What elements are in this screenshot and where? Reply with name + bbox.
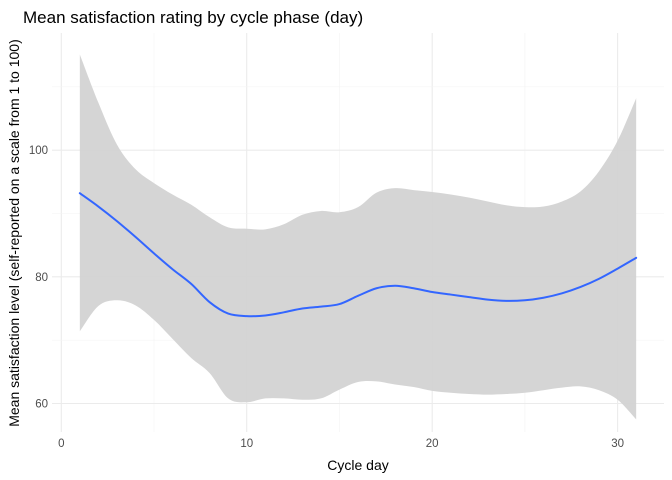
smooth-trend-line [78,192,638,318]
x-tick-label: 10 [240,438,253,450]
x-tick-label: 20 [426,438,439,450]
confidence-band-area [79,54,637,420]
y-tick-label: 80 [35,272,48,284]
y-axis-label: Mean satisfaction level (self-reported o… [6,39,22,427]
confidence-band [79,54,637,420]
x-tick-label: 30 [611,438,624,450]
y-tick-label: 100 [29,145,48,157]
chart-title: Mean satisfaction rating by cycle phase … [23,8,363,27]
y-tick-label: 60 [35,399,48,411]
series-lines [78,192,638,318]
x-axis-ticks: 0 10 20 30 [58,438,624,450]
x-tick-label: 0 [58,438,64,450]
y-axis-ticks: 60 80 100 [29,145,48,410]
x-axis-label: Cycle day [327,457,388,473]
